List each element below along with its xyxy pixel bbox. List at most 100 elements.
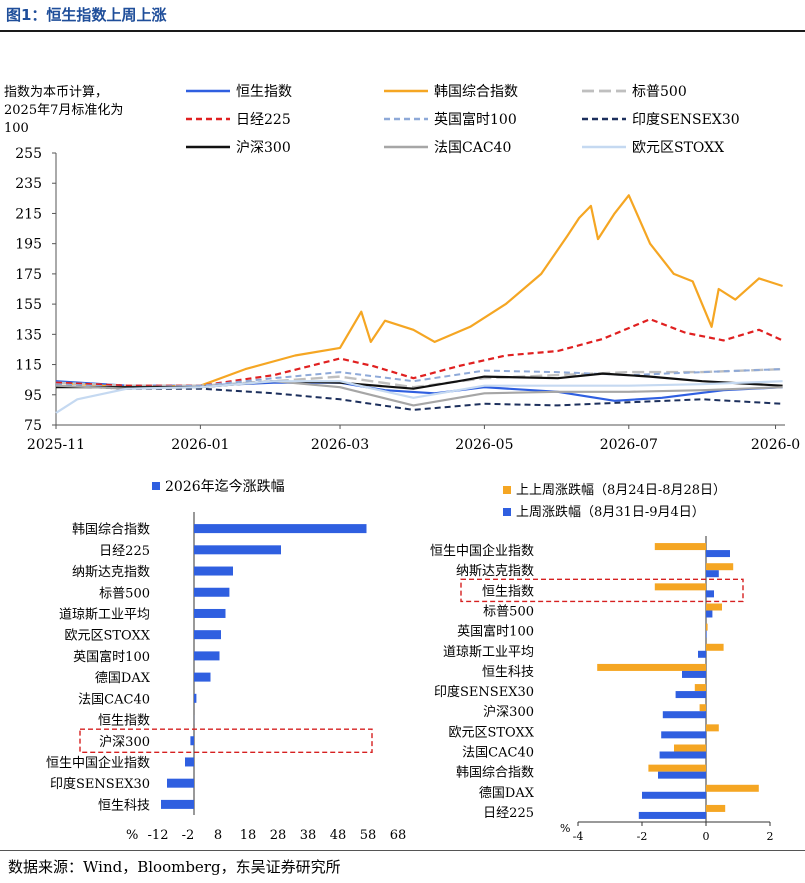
ytd-bar: [190, 736, 194, 746]
ytd-bar: [194, 524, 367, 534]
weekly-bar: [706, 570, 719, 578]
legend-label: 日经225: [236, 112, 291, 128]
x-tick-label: 68: [390, 828, 407, 843]
weekly-bar: [675, 691, 706, 699]
legend-label: 英国富时100: [434, 111, 517, 128]
data-source: 数据来源：Wind，Bloomberg，东吴证券研究所: [8, 858, 341, 876]
category-label: 韩国综合指数: [456, 766, 534, 781]
x-tick-label: -4: [573, 830, 584, 843]
x-tick-label: 38: [300, 828, 317, 843]
category-label: 印度SENSEX30: [50, 776, 150, 792]
legend-label: 印度SENSEX30: [632, 112, 740, 128]
category-label: 欧元区STOXX: [64, 629, 150, 644]
ytd-bar: [185, 757, 194, 767]
y-tick-label: 235: [15, 176, 42, 192]
ytd-bar: [194, 693, 197, 703]
category-label: 英国富时100: [457, 624, 534, 640]
weekly-bar-chart: 上上周涨跌幅（8月24日-8月28日） 上周涨跌幅（8月31日-9月4日） -4 -2…: [430, 482, 774, 843]
weekly-bar: [706, 563, 734, 571]
weekly-bar: [706, 643, 724, 651]
category-label: 法国CAC40: [462, 746, 534, 761]
weekly-bar: [706, 550, 730, 558]
x-tick-label: -2: [182, 828, 195, 843]
category-label: 标普500: [483, 605, 534, 620]
legend-swatch: [503, 486, 511, 494]
ytd-bar: [161, 799, 194, 809]
x-tick-label: 2026-07: [600, 437, 658, 453]
weekly-bar: [661, 731, 706, 739]
y-tick-label: 215: [15, 206, 42, 222]
category-label: 法国CAC40: [78, 692, 150, 707]
highlight-box: [79, 728, 373, 754]
weekly-bar: [638, 811, 706, 819]
category-label: 道琼斯工业平均: [59, 607, 150, 622]
x-tick-label: 2025-11: [27, 437, 85, 453]
series-line: [55, 318, 784, 387]
weekly-bar: [658, 771, 706, 779]
category-label: 德国DAX: [479, 786, 535, 801]
page-title: 图1：恒生指数上周上涨: [6, 6, 167, 24]
ytd-bar: [194, 672, 211, 682]
weekly-bar: [699, 704, 706, 712]
highlight-box: [460, 578, 744, 603]
category-label: 恒生科技: [98, 798, 150, 813]
weekly-bar: [706, 804, 726, 812]
unit-label: %: [126, 828, 138, 843]
x-tick-label: -12: [148, 828, 169, 843]
y-tick-label: 115: [15, 358, 42, 374]
title-divider: [0, 30, 805, 32]
y-tick-label: 155: [15, 297, 42, 313]
legend-label: 韩国综合指数: [434, 84, 518, 100]
category-label: 韩国综合指数: [72, 523, 150, 538]
weekly-bar: [682, 670, 706, 678]
weekly-bar: [706, 724, 719, 732]
ytd-bar: [194, 566, 233, 576]
category-label: 恒生指数: [482, 584, 534, 599]
y-tick-label: 255: [15, 146, 42, 162]
legend-swatch: [503, 508, 511, 516]
weekly-bar: [654, 543, 706, 551]
x-tick-label: 48: [330, 828, 347, 843]
weekly-bar: [648, 764, 706, 772]
x-tick-label: 2026-0: [751, 437, 800, 453]
weekly-bar: [597, 663, 706, 671]
ytd-bar: [194, 545, 281, 555]
ytd-bar: [194, 587, 230, 597]
y-axis-label: 指数为本币计算， 2025年7月标准化为 100: [4, 85, 123, 136]
legend-label: 上上周涨跌幅（8月24日-8月28日）: [516, 482, 726, 498]
category-label: 纳斯达克指数: [456, 564, 534, 579]
category-label: 日经225: [483, 806, 534, 821]
series-line: [55, 194, 783, 389]
category-label: 英国富时100: [73, 649, 150, 665]
weekly-bar: [706, 784, 759, 792]
x-tick-label: 8: [214, 828, 222, 843]
category-label: 恒生指数: [98, 714, 150, 729]
legend-label: 沪深300: [236, 140, 291, 156]
weekly-bar: [706, 603, 722, 611]
weekly-bar: [674, 744, 706, 752]
y-tick-label: 95: [24, 388, 42, 404]
category-label: 标普500: [99, 586, 150, 601]
legend-label: 上周涨跌幅（8月31日-9月4日）: [516, 504, 705, 520]
category-label: 欧元区STOXX: [448, 725, 534, 740]
weekly-bar: [706, 623, 708, 631]
x-tick-label: -2: [637, 830, 648, 843]
legend-swatch: [152, 482, 160, 490]
y-tick-label: 135: [15, 327, 42, 343]
x-tick-label: 2026-01: [171, 437, 229, 453]
y-tick-label: 195: [15, 237, 42, 253]
footer-divider: [0, 850, 805, 851]
weekly-bar: [706, 630, 707, 638]
weekly-bar: [706, 590, 714, 598]
ytd-bar: [194, 630, 221, 640]
category-label: 沪深300: [483, 704, 534, 720]
x-tick-label: 2026-05: [455, 437, 513, 453]
line-chart: 指数为本币计算， 2025年7月标准化为 100 75 95 115 135 155 175 19…: [4, 84, 800, 453]
x-tick-label: 58: [360, 828, 377, 843]
weekly-bar: [659, 751, 706, 759]
category-label: 德国DAX: [95, 671, 151, 686]
weekly-bar: [662, 711, 706, 719]
weekly-bar: [654, 583, 706, 591]
x-tick-label: 18: [240, 828, 257, 843]
